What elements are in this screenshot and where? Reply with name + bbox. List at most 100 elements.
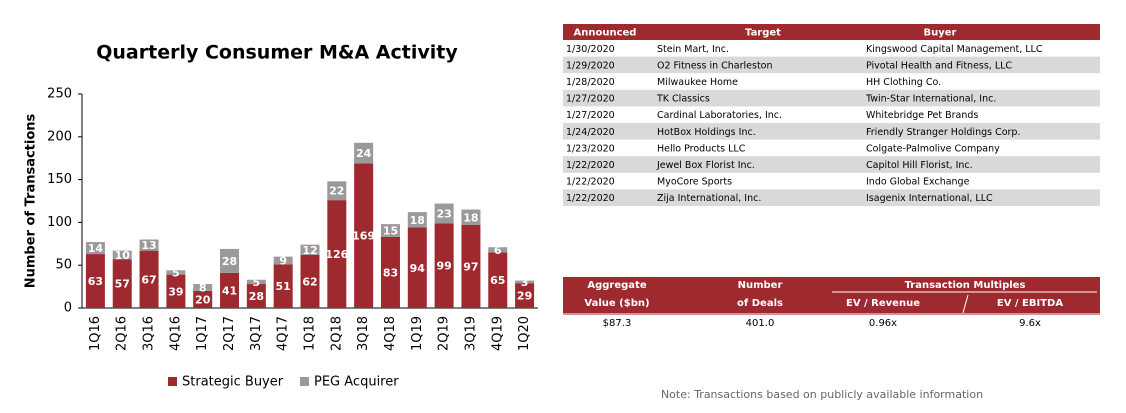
- x-tick-label: 4Q16: [168, 316, 183, 351]
- summary-value: 0.96x: [869, 318, 897, 329]
- table-cell: Milwaukee Home: [657, 77, 738, 88]
- row-band: [563, 89, 1100, 107]
- summary-value: 9.6x: [1019, 318, 1041, 329]
- table-cell: 1/30/2020: [566, 44, 615, 55]
- table-cell: Capitol Hill Florist, Inc.: [866, 160, 973, 171]
- data-label: 169: [352, 230, 375, 243]
- bar-segment: [112, 259, 132, 308]
- x-tick-label: 3Q16: [142, 316, 157, 351]
- data-label: 18: [463, 211, 478, 224]
- bar-segment: [273, 256, 293, 265]
- table-cell: Isagenix International, LLC: [866, 193, 993, 204]
- bar-segment: [220, 272, 240, 308]
- table-cell: Hello Products LLC: [657, 143, 746, 154]
- table-cell: MyoCore Sports: [657, 177, 732, 188]
- data-label: 5: [172, 266, 180, 279]
- bar-segment: [112, 250, 132, 260]
- bar-segment: [327, 200, 347, 308]
- table-cell: HotBox Holdings Inc.: [657, 127, 756, 138]
- x-tick-label: 3Q18: [356, 316, 371, 351]
- legend-swatch: [300, 377, 309, 386]
- table-cell: TK Classics: [656, 94, 710, 105]
- note: Note: Transactions based on publicly ava…: [661, 388, 983, 401]
- data-label: 18: [410, 214, 425, 227]
- table-cell: Zija International, Inc.: [657, 193, 761, 204]
- data-label: 8: [199, 281, 207, 294]
- x-tick-label: 2Q19: [437, 316, 452, 351]
- table-cell: 1/27/2020: [566, 110, 615, 121]
- bar-segment: [166, 274, 186, 308]
- bar-segment: [354, 142, 374, 164]
- bar-segment: [461, 224, 481, 308]
- header-text: Aggregate: [587, 280, 646, 291]
- summary-value: 401.0: [746, 318, 775, 329]
- y-tick-label: 50: [55, 258, 72, 273]
- table-header: [563, 24, 1100, 40]
- data-label: 63: [88, 275, 103, 288]
- header-text: Number: [738, 280, 783, 291]
- data-label: 10: [115, 249, 131, 262]
- data-label: 12: [302, 244, 317, 257]
- header-text: EV / EBITDA: [997, 298, 1063, 309]
- table-cell: 1/27/2020: [566, 94, 615, 105]
- y-axis-label: Number of Transactions: [24, 113, 39, 288]
- x-tick-label: 3Q17: [249, 316, 264, 351]
- data-label: 22: [329, 185, 344, 198]
- y-tick-label: 150: [47, 172, 72, 187]
- data-label: 6: [494, 244, 502, 257]
- x-tick-label: 2Q18: [329, 316, 344, 351]
- data-label: 94: [410, 262, 426, 275]
- y-tick-label: 250: [47, 87, 72, 102]
- data-label: 126: [325, 248, 348, 261]
- header-text: of Deals: [737, 298, 783, 309]
- header-text: Transaction Multiples: [905, 280, 1026, 291]
- bar-segment: [220, 248, 240, 273]
- bar-segment: [193, 290, 213, 308]
- x-tick-label: 1Q18: [303, 316, 318, 351]
- bar-segment: [166, 270, 186, 275]
- table-cell: 1/23/2020: [566, 143, 615, 154]
- x-tick-label: 2Q16: [115, 316, 130, 351]
- header-text: Value ($bn): [584, 298, 649, 309]
- header-sep: [962, 294, 969, 314]
- data-label: 15: [383, 225, 398, 238]
- row-band: [563, 156, 1100, 173]
- bar-segment: [488, 247, 508, 253]
- column-header: Announced: [574, 28, 637, 39]
- x-tick-label: 4Q19: [490, 316, 505, 351]
- x-tick-label: 3Q19: [463, 316, 478, 351]
- data-label: 13: [141, 239, 156, 252]
- x-tick-label: 1Q17: [195, 316, 210, 351]
- x-tick-label: 1Q16: [88, 316, 103, 351]
- data-label: 67: [141, 273, 156, 286]
- row-band: [563, 123, 1100, 140]
- bar-segment: [300, 254, 320, 308]
- bar-segment: [461, 209, 481, 225]
- x-tick-label: 4Q17: [276, 316, 291, 351]
- x-tick-label: 2Q17: [222, 316, 237, 351]
- column-header: Target: [745, 28, 781, 39]
- bar-segment: [193, 284, 213, 291]
- table-cell: Stein Mart, Inc.: [657, 44, 729, 55]
- data-label: 29: [517, 290, 532, 303]
- data-label: 65: [490, 274, 505, 287]
- bar-segment: [85, 242, 105, 255]
- bar-segment: [515, 283, 535, 308]
- bar-segment: [246, 284, 266, 308]
- data-label: 14: [88, 242, 104, 255]
- row-band: [563, 56, 1100, 74]
- table-cell: Friendly Stranger Holdings Corp.: [866, 127, 1021, 138]
- data-label: 41: [222, 284, 237, 297]
- legend-swatch: [168, 377, 177, 386]
- bar-segment: [139, 239, 159, 251]
- bar-segment: [434, 203, 454, 224]
- bar-segment: [407, 212, 427, 228]
- data-label: 28: [249, 290, 264, 303]
- table-cell: Jewel Box Florist Inc.: [656, 160, 755, 171]
- data-label: 3: [521, 276, 529, 289]
- table-cell: 1/22/2020: [566, 193, 615, 204]
- data-label: 99: [436, 260, 451, 273]
- table-cell: Indo Global Exchange: [866, 177, 970, 188]
- data-label: 83: [383, 266, 398, 279]
- data-label: 9: [279, 254, 287, 267]
